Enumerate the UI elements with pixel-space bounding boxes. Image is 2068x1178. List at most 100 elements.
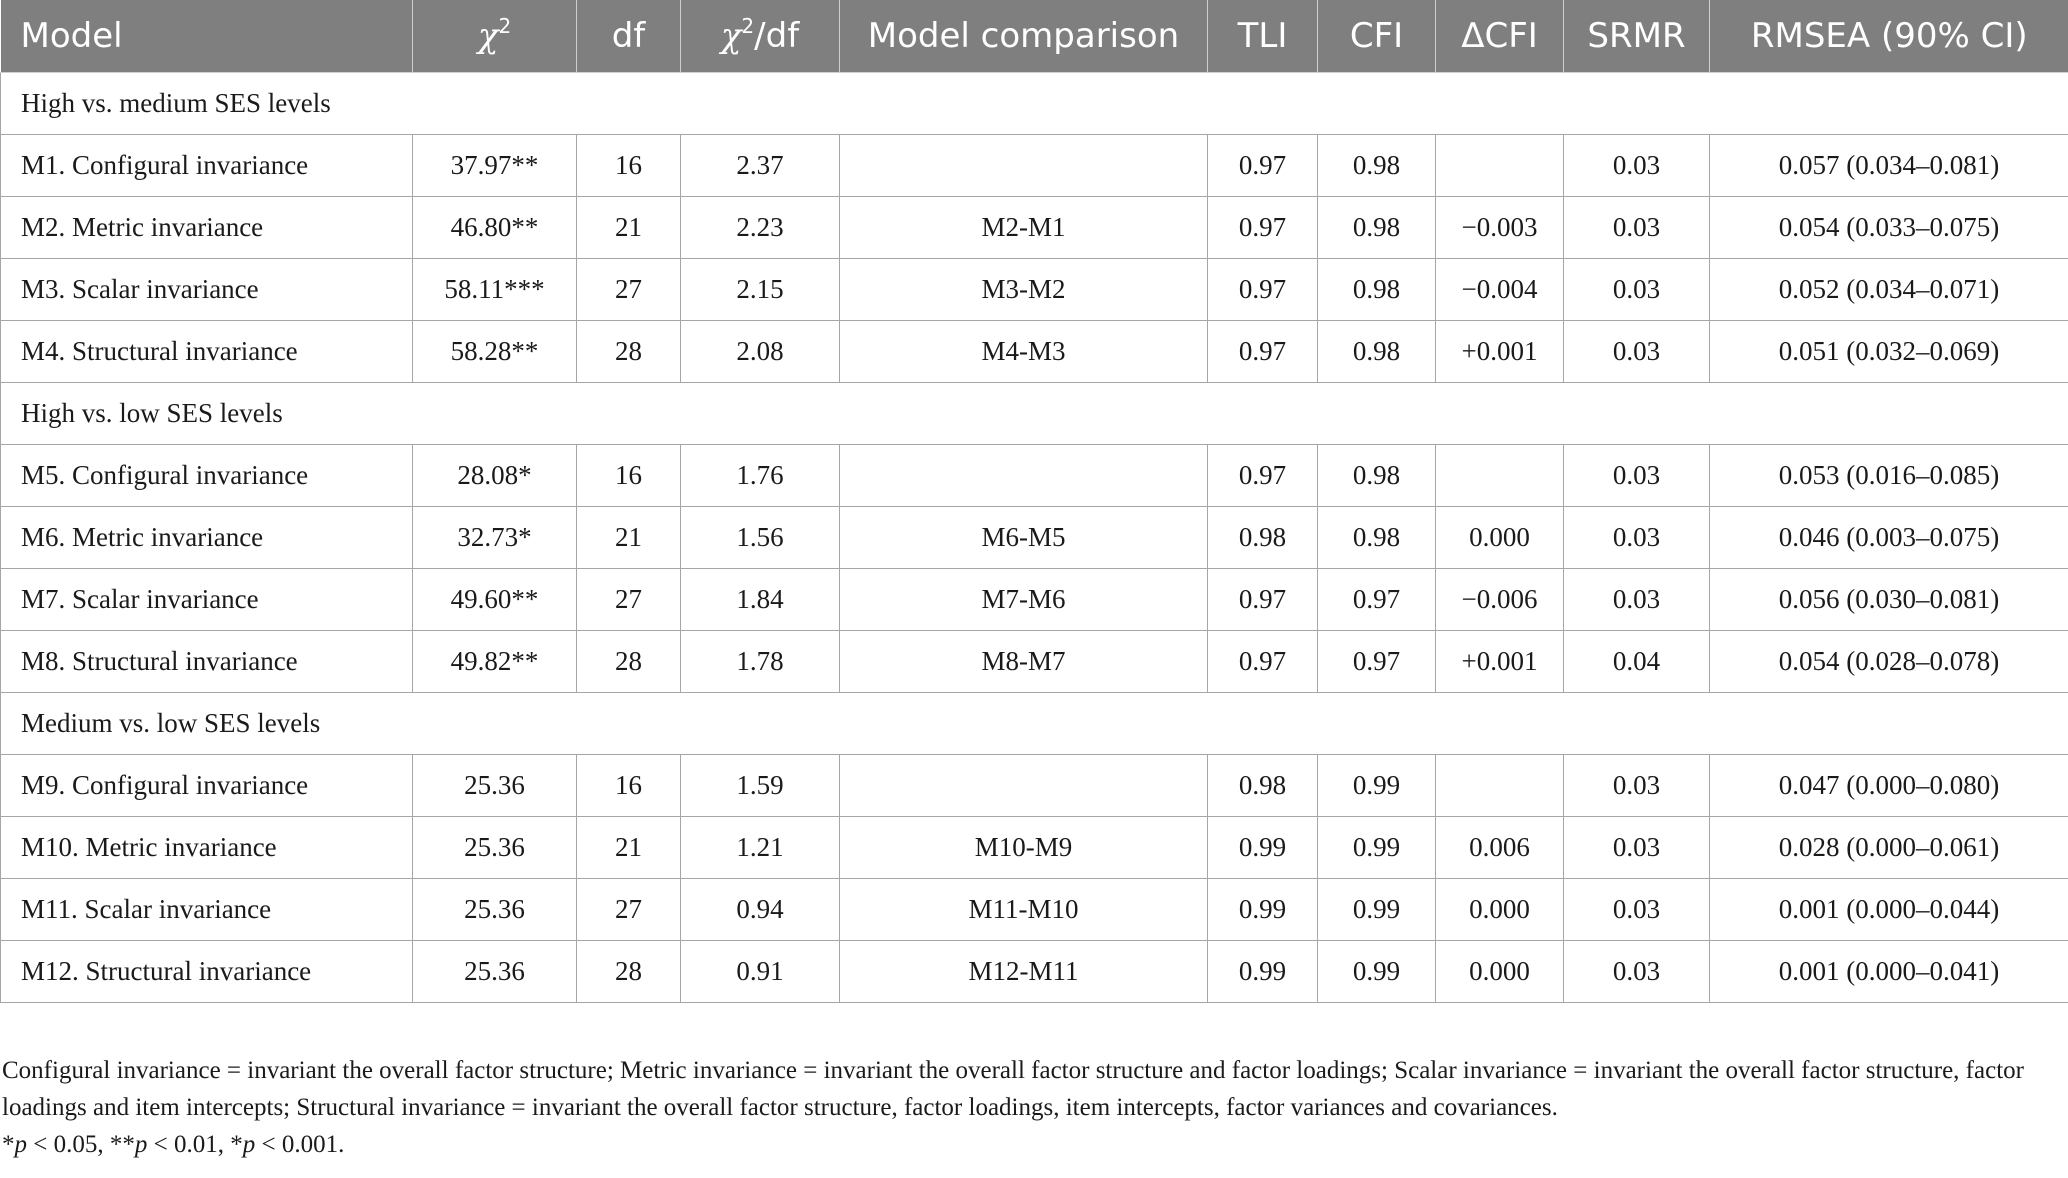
cell-model: M1. Configural invariance [0,134,413,197]
cell-chi-square-df: 2.08 [680,320,840,383]
cell-df: 16 [576,134,681,197]
header-row: Model χ2 df χ2/df Model comparison TLI C… [0,0,2068,73]
cell-df: 27 [576,878,681,941]
cell-chi-square-df: 0.91 [680,940,840,1003]
cell-chi-square-df: 1.21 [680,816,840,879]
cell-model: M3. Scalar invariance [0,258,413,321]
cell-delta-cfi: −0.003 [1435,196,1564,259]
cell-chi-square: 46.80** [412,196,577,259]
cell-model: M11. Scalar invariance [0,878,413,941]
cell-model: M7. Scalar invariance [0,568,413,631]
cell-tli: 0.97 [1207,630,1318,693]
cell-chi-square: 37.97** [412,134,577,197]
cell-df: 21 [576,506,681,569]
group-header-row: Medium vs. low SES levels [0,692,2068,755]
cell-rmsea: 0.046 (0.003–0.075) [1709,506,2068,569]
cell-srmr: 0.03 [1563,258,1710,321]
cell-srmr: 0.03 [1563,940,1710,1003]
cell-model: M5. Configural invariance [0,444,413,507]
cell-tli: 0.98 [1207,506,1318,569]
cell-chi-square: 25.36 [412,878,577,941]
cell-cfi: 0.98 [1317,134,1436,197]
cell-model-comparison: M10-M9 [839,816,1208,879]
header-delta-cfi: ΔCFI [1435,0,1564,73]
cell-model-comparison: M8-M7 [839,630,1208,693]
cell-tli: 0.99 [1207,878,1318,941]
table-row: M3. Scalar invariance 58.11*** 27 2.15 M3-M2… [0,258,2068,321]
table-body: High vs. medium SES levels M1. Configural… [0,72,2068,1003]
group-header-row: High vs. low SES levels [0,382,2068,445]
cell-cfi: 0.99 [1317,878,1436,941]
cell-srmr: 0.03 [1563,444,1710,507]
footnote-definitions: Configural invariance = invariant the ov… [2,1057,2024,1121]
cell-delta-cfi: 0.000 [1435,506,1564,569]
cell-model-comparison [839,444,1208,507]
cell-model-comparison: M2-M1 [839,196,1208,259]
cell-srmr: 0.03 [1563,506,1710,569]
header-chi-square-df: χ2/df [680,0,840,73]
cell-chi-square-df: 1.84 [680,568,840,631]
cell-model-comparison: M6-M5 [839,506,1208,569]
cell-srmr: 0.03 [1563,816,1710,879]
cell-tli: 0.97 [1207,320,1318,383]
table-row: M2. Metric invariance 46.80** 21 2.23 M2-M1 0… [0,196,2068,259]
cell-cfi: 0.97 [1317,568,1436,631]
cell-cfi: 0.98 [1317,444,1436,507]
cell-srmr: 0.03 [1563,320,1710,383]
cell-srmr: 0.04 [1563,630,1710,693]
group-header-row: High vs. medium SES levels [0,72,2068,135]
table-row: M6. Metric invariance 32.73* 21 1.56 M6-M5 0.… [0,506,2068,569]
header-model-comparison: Model comparison [839,0,1208,73]
cell-cfi: 0.98 [1317,258,1436,321]
cell-model: M12. Structural invariance [0,940,413,1003]
cell-delta-cfi: 0.000 [1435,878,1564,941]
cell-chi-square-df: 0.94 [680,878,840,941]
header-srmr: SRMR [1563,0,1710,73]
group-label: Medium vs. low SES levels [0,692,2068,755]
cell-model-comparison: M11-M10 [839,878,1208,941]
cell-df: 21 [576,816,681,879]
cell-rmsea: 0.052 (0.034–0.071) [1709,258,2068,321]
header-df: df [576,0,681,73]
cell-tli: 0.97 [1207,258,1318,321]
cell-chi-square: 25.36 [412,940,577,1003]
cell-tli: 0.99 [1207,940,1318,1003]
cell-model-comparison [839,134,1208,197]
cell-model-comparison [839,754,1208,817]
cell-cfi: 0.99 [1317,940,1436,1003]
cell-tli: 0.97 [1207,196,1318,259]
cell-model-comparison: M4-M3 [839,320,1208,383]
cell-df: 28 [576,630,681,693]
cell-chi-square: 49.60** [412,568,577,631]
header-tli: TLI [1207,0,1318,73]
cell-chi-square-df: 1.56 [680,506,840,569]
cell-rmsea: 0.057 (0.034–0.081) [1709,134,2068,197]
cell-df: 28 [576,940,681,1003]
cell-cfi: 0.97 [1317,630,1436,693]
cell-chi-square-df: 1.78 [680,630,840,693]
cell-srmr: 0.03 [1563,134,1710,197]
cell-chi-square-df: 1.59 [680,754,840,817]
cell-tli: 0.99 [1207,816,1318,879]
cell-df: 27 [576,258,681,321]
cell-delta-cfi [1435,754,1564,817]
cell-cfi: 0.98 [1317,196,1436,259]
table-row: M11. Scalar invariance 25.36 27 0.94 M11-M10… [0,878,2068,941]
cell-rmsea: 0.054 (0.033–0.075) [1709,196,2068,259]
table-row: M10. Metric invariance 25.36 21 1.21 M10-M9 0… [0,816,2068,879]
cell-delta-cfi [1435,134,1564,197]
table-row: M5. Configural invariance 28.08* 16 1.76 0.9… [0,444,2068,507]
header-cfi: CFI [1317,0,1436,73]
cell-rmsea: 0.001 (0.000–0.044) [1709,878,2068,941]
cell-model-comparison: M7-M6 [839,568,1208,631]
group-label: High vs. medium SES levels [0,72,2068,135]
cell-delta-cfi: +0.001 [1435,320,1564,383]
table-row: M1. Configural invariance 37.97** 16 2.37 0.… [0,134,2068,197]
cell-chi-square: 58.28** [412,320,577,383]
cell-chi-square: 49.82** [412,630,577,693]
cell-df: 27 [576,568,681,631]
cell-model: M9. Configural invariance [0,754,413,817]
cell-delta-cfi: −0.004 [1435,258,1564,321]
cell-delta-cfi: −0.006 [1435,568,1564,631]
cell-srmr: 0.03 [1563,878,1710,941]
